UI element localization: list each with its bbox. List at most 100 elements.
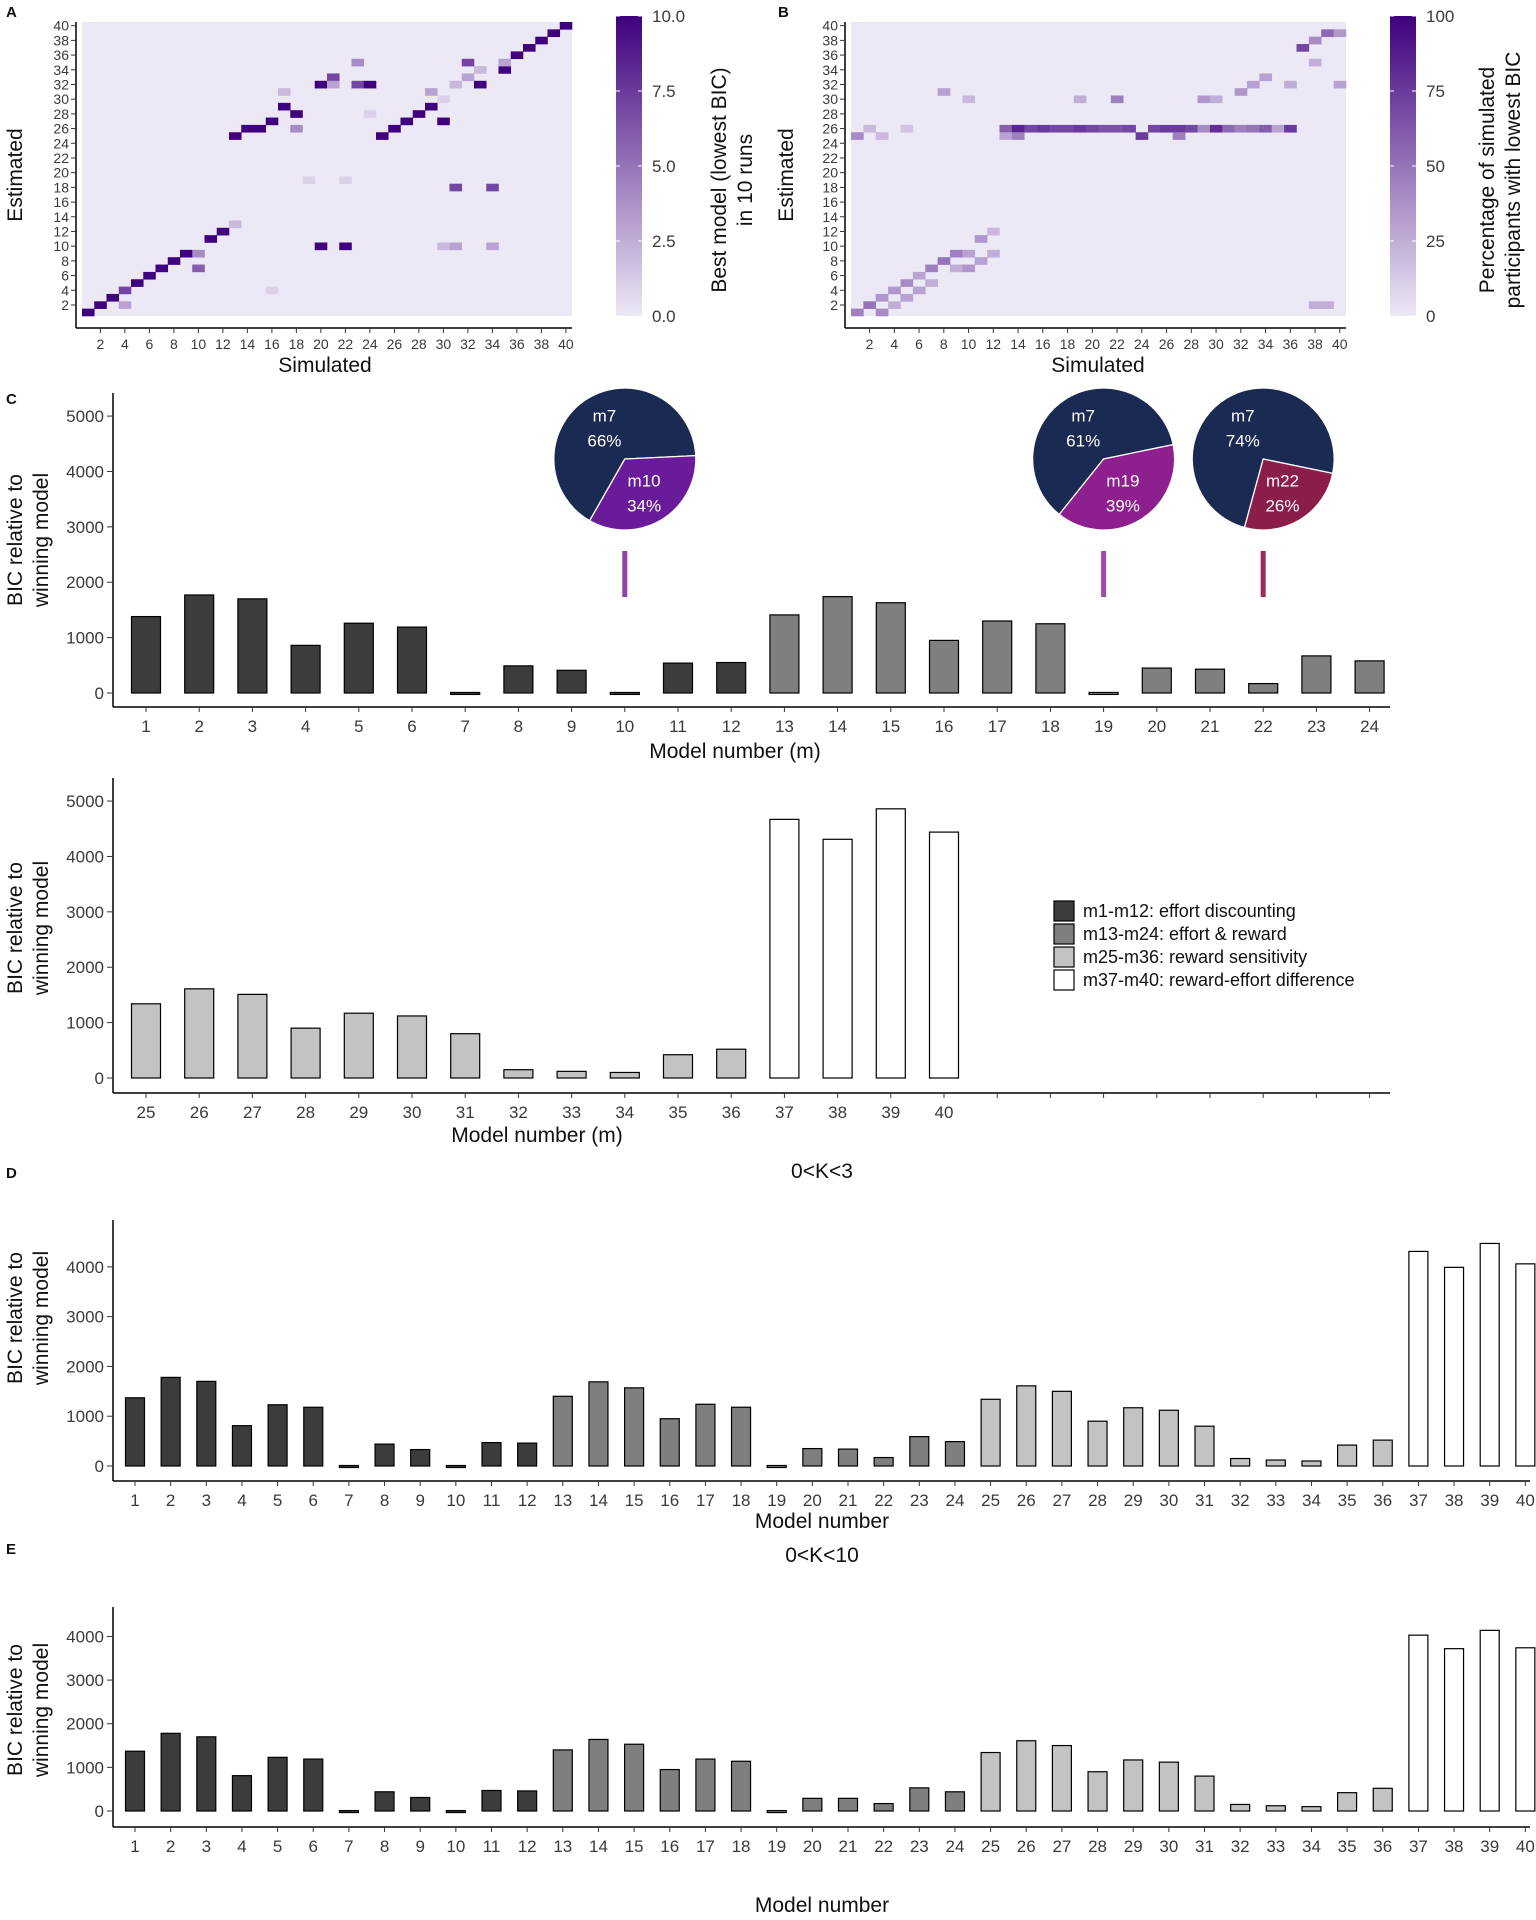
y-tick-label: 0 bbox=[95, 1802, 104, 1821]
x-tick-label: 20 bbox=[803, 1491, 822, 1510]
bar-model-31 bbox=[1194, 1425, 1215, 1467]
bar-model-16 bbox=[659, 1768, 680, 1812]
heatmap-a-cell bbox=[339, 242, 352, 251]
heatmap-b: 2 4 6 8 10 12 14 16 18 20 22 24 26 28 30 32 34 36 38 402468… bbox=[822, 7, 1454, 352]
heatmap-b-cell bbox=[1086, 124, 1099, 133]
heatmap-b-cell bbox=[1073, 124, 1087, 133]
panel-label-e: E bbox=[6, 1541, 16, 1558]
x-tick-label: 37 bbox=[775, 1103, 794, 1122]
heatmap-b-cell bbox=[1209, 95, 1223, 104]
bar-model-14 bbox=[588, 1738, 609, 1812]
pie-slice-percent: 66% bbox=[587, 432, 621, 451]
bar-model-8 bbox=[374, 1443, 395, 1467]
heatmap-b-y-tick-label: 6 bbox=[830, 268, 838, 284]
bar-model-39 bbox=[1479, 1242, 1500, 1467]
x-tick-label: 1 bbox=[141, 717, 150, 736]
bar-model-7 bbox=[338, 1464, 359, 1469]
bar-model-22 bbox=[873, 1802, 894, 1812]
bar-model-40 bbox=[1515, 1647, 1536, 1812]
x-tick-label: 24 bbox=[1360, 717, 1379, 736]
y-tick-label: 5000 bbox=[66, 407, 104, 426]
y-tick-label: 3000 bbox=[66, 1308, 104, 1327]
bar-e-xlabel: Model number bbox=[755, 1894, 889, 1917]
heatmap-b-cell bbox=[888, 286, 901, 295]
heatmap-b-x-tick-label: 8 bbox=[940, 336, 948, 352]
x-tick-label: 38 bbox=[828, 1103, 847, 1122]
bar-model-38 bbox=[1443, 1648, 1465, 1812]
bar-model-3 bbox=[196, 1736, 217, 1812]
heatmap-a-cell bbox=[425, 88, 438, 96]
heatmap-b-cell bbox=[1308, 301, 1322, 309]
bar-model-20 bbox=[1141, 667, 1172, 694]
pie-slice-name: m19 bbox=[1106, 471, 1139, 490]
heatmap-a-x-tick-label: 38 bbox=[534, 336, 550, 352]
heatmap-a-y-tick-label: 8 bbox=[61, 253, 69, 269]
x-tick-label: 27 bbox=[243, 1103, 262, 1122]
x-tick-label: 34 bbox=[1302, 1491, 1321, 1510]
heatmap-b-x-tick-label: 14 bbox=[1010, 336, 1026, 352]
heatmap-a-colorbar-label: 10.0 bbox=[652, 7, 685, 26]
heatmap-a-cell bbox=[118, 286, 132, 295]
heatmap-a-y-tick-label: 10 bbox=[53, 238, 69, 254]
bar-c-bottom-ylabel-2: winning model bbox=[30, 861, 53, 996]
heatmap-b-cell bbox=[1011, 132, 1025, 140]
y-tick-label: 1000 bbox=[66, 1014, 104, 1033]
legend-label: m25-m36: reward sensitivity bbox=[1083, 947, 1307, 967]
heatmap-b-cell bbox=[1123, 124, 1136, 133]
heatmap-b-cell bbox=[1197, 124, 1211, 133]
bar-model-33 bbox=[1265, 1459, 1286, 1467]
heatmap-a-cell bbox=[449, 183, 463, 192]
colorbar-a-title-2: in 10 runs bbox=[734, 134, 757, 226]
heatmap-b-cell bbox=[974, 257, 988, 265]
heatmap-a-cell bbox=[167, 257, 181, 265]
heatmap-b-x-tick-label: 36 bbox=[1283, 336, 1299, 352]
heatmap-b-y-tick-label: 14 bbox=[822, 209, 838, 225]
bar-model-34 bbox=[1301, 1460, 1322, 1467]
heatmap-b-cell bbox=[1234, 88, 1248, 96]
heatmap-b-cell bbox=[937, 257, 951, 265]
heatmap-b-x-tick-label: 38 bbox=[1307, 336, 1323, 352]
bar-model-12 bbox=[517, 1442, 538, 1467]
x-tick-label: 2 bbox=[166, 1491, 175, 1510]
heatmap-a-x-tick-label: 4 bbox=[121, 336, 129, 352]
x-tick-label: 22 bbox=[874, 1491, 893, 1510]
heatmap-b-cell bbox=[1308, 36, 1322, 45]
heatmap-b-cell bbox=[912, 271, 926, 280]
bar-c-bottom-ylabel-1: BIC relative to bbox=[4, 862, 27, 994]
heatmap-a-x-tick-label: 32 bbox=[460, 336, 476, 352]
heatmap-b-cell bbox=[900, 279, 914, 287]
heatmap-b-y-tick-label: 12 bbox=[822, 223, 838, 239]
bar-model-37 bbox=[769, 818, 800, 1079]
legend-swatch-group-4 bbox=[1053, 969, 1075, 991]
heatmap-a-cell bbox=[437, 242, 450, 251]
x-tick-label: 26 bbox=[190, 1103, 209, 1122]
bar-model-40 bbox=[1515, 1263, 1536, 1467]
x-tick-label: 13 bbox=[553, 1837, 572, 1856]
bar-model-22 bbox=[1248, 682, 1279, 694]
x-tick-label: 6 bbox=[309, 1837, 318, 1856]
bar-model-35 bbox=[1336, 1792, 1358, 1812]
x-tick-label: 40 bbox=[1516, 1837, 1535, 1856]
heatmap-b-cell bbox=[1296, 44, 1310, 52]
bar-model-18 bbox=[730, 1760, 752, 1812]
heatmap-a-x-tick-label: 20 bbox=[313, 336, 329, 352]
x-tick-label: 16 bbox=[935, 717, 954, 736]
heatmap-a: 2 4 6 8 10 12 14 16 18 20 22 24 26 28 30 32 34 36 38 402468… bbox=[53, 7, 685, 352]
x-tick-label: 34 bbox=[615, 1103, 634, 1122]
x-tick-label: 29 bbox=[1124, 1491, 1143, 1510]
heatmap-b-colorbar-label: 75 bbox=[1426, 82, 1445, 101]
pie-slice-name: m7 bbox=[1231, 407, 1255, 426]
x-tick-label: 19 bbox=[767, 1837, 786, 1856]
heatmap-b-cell bbox=[1321, 301, 1334, 309]
x-tick-label: 8 bbox=[380, 1837, 389, 1856]
bar-model-31 bbox=[1194, 1775, 1215, 1812]
x-tick-label: 39 bbox=[1480, 1491, 1499, 1510]
heatmap-b-colorbar-label: 25 bbox=[1426, 232, 1445, 251]
y-tick-label: 4000 bbox=[66, 847, 104, 866]
x-tick-label: 23 bbox=[910, 1837, 929, 1856]
bar-model-27 bbox=[1051, 1744, 1073, 1812]
x-tick-label: 33 bbox=[1266, 1837, 1285, 1856]
heatmap-a-cell bbox=[388, 124, 401, 133]
heatmap-b-cell bbox=[937, 88, 951, 96]
heatmap-a-y-tick-label: 30 bbox=[53, 91, 69, 107]
